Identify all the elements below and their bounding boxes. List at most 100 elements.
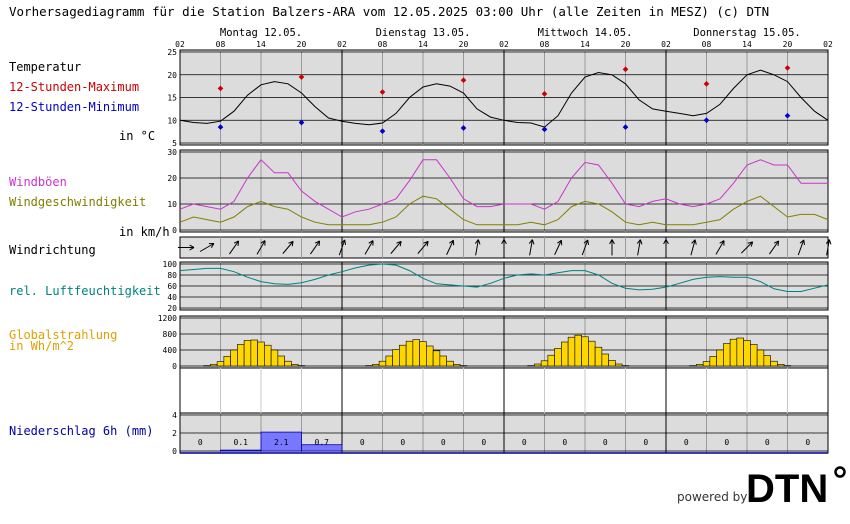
max-marker	[460, 77, 467, 84]
powered-by-text: powered by	[677, 490, 748, 504]
y-tick-label: 400	[163, 346, 178, 355]
wind-arrow	[501, 239, 507, 256]
y-tick-label: 80	[167, 271, 177, 280]
radiation-bar	[230, 349, 238, 367]
min-marker	[379, 128, 386, 134]
min-marker	[703, 117, 710, 124]
label-temperatur: Temperatur	[9, 60, 82, 74]
wind-arrow	[199, 243, 215, 252]
day-label: Montag 12.05.	[220, 27, 302, 39]
max-marker	[784, 65, 791, 71]
radiation-bar	[392, 349, 400, 367]
day-label: Dienstag 13.05.	[376, 27, 471, 39]
radiation-bar	[561, 341, 569, 367]
wind-speed-line	[179, 195, 829, 226]
radiation-bar	[432, 350, 441, 367]
humidity-line	[179, 263, 829, 292]
wind-arrow	[690, 239, 697, 256]
y-tick-label: 40	[167, 293, 177, 302]
radiation-bar	[709, 356, 717, 367]
radiation-bar	[385, 355, 393, 367]
y-tick-label: 10	[167, 116, 177, 125]
y-tick-label: 60	[167, 282, 177, 291]
precip-value-label: 2.1	[274, 438, 289, 447]
hour-tick-label: 20	[621, 40, 631, 49]
precip-value-label: 0.1	[234, 438, 249, 447]
radiation-bar	[264, 344, 272, 367]
dtn-logo-text: DTN	[746, 467, 828, 506]
radiation-bar	[405, 340, 414, 367]
radiation-bar	[399, 344, 407, 367]
radiation-bar	[372, 364, 380, 367]
wind-arrow	[338, 239, 346, 256]
radiation-bar	[723, 343, 731, 367]
precip-value-label: 0	[724, 438, 729, 447]
radiation-bar	[574, 334, 582, 367]
precip-bar	[301, 444, 343, 452]
precip-value-label: 0	[603, 438, 608, 447]
hour-tick-label: 02	[175, 40, 185, 49]
radiation-bar	[257, 341, 265, 367]
precip-bar	[220, 449, 262, 452]
hour-tick-label: 08	[378, 40, 388, 49]
y-tick-label: 20	[167, 304, 177, 313]
radiation-bar	[446, 360, 454, 367]
dtn-logo: DTN	[746, 464, 846, 511]
label-windboen: Windböen	[9, 175, 67, 189]
radiation-bar	[291, 364, 299, 367]
radiation-bar	[615, 363, 623, 367]
radiation-bar	[736, 337, 744, 367]
precip-value-label: 0	[522, 438, 527, 447]
min-marker	[217, 124, 224, 130]
wind-arrow	[715, 240, 725, 255]
radiation-bar	[243, 340, 252, 367]
max-marker	[379, 89, 386, 95]
radiation-bar	[412, 339, 420, 367]
radiation-bar	[210, 364, 218, 367]
wind-arrow	[609, 239, 615, 256]
y-tick-label: 0	[172, 362, 177, 371]
radiation-bar	[729, 338, 738, 367]
hour-tick-label: 08	[216, 40, 226, 49]
hour-tick-label: 02	[823, 40, 833, 49]
hour-tick-label: 20	[297, 40, 307, 49]
y-tick-label: 25	[167, 48, 177, 57]
wind-arrow	[229, 240, 240, 255]
y-tick-label: 20	[167, 174, 177, 183]
wind-arrow	[740, 241, 754, 254]
precip-value-label: 0.7	[315, 438, 330, 447]
y-tick-label: 800	[163, 330, 178, 339]
y-tick-label: 10	[167, 200, 177, 209]
min-marker	[784, 112, 791, 119]
wind-arrow	[364, 240, 374, 255]
precip-bar	[260, 431, 302, 452]
radiation-bar	[696, 364, 704, 367]
radiation-bar	[601, 353, 609, 367]
y-tick-label: 4	[172, 411, 177, 420]
radiation-bar	[250, 339, 258, 367]
radiation-bar	[216, 361, 225, 367]
wind-arrow	[825, 239, 832, 256]
label-temp-unit: in °C	[119, 129, 156, 143]
wind-arrow	[581, 239, 589, 256]
precip-value-label: 0	[684, 438, 689, 447]
radiation-bar	[716, 349, 724, 367]
y-tick-label: 15	[167, 94, 177, 103]
precip-value-label: 0	[360, 438, 365, 447]
radiation-bar	[284, 360, 292, 367]
radiation-bar	[419, 341, 427, 367]
wind-arrow	[769, 240, 780, 255]
radiation-bar	[743, 340, 751, 367]
y-tick-label: 2	[172, 429, 177, 438]
hour-tick-label: 02	[499, 40, 509, 49]
hour-tick-label: 14	[742, 40, 752, 49]
radiation-bar	[534, 363, 542, 367]
wind-arrow	[663, 239, 669, 256]
wind-arrow	[282, 240, 294, 254]
radiation-bar	[237, 344, 245, 367]
hour-tick-label: 14	[256, 40, 266, 49]
hour-tick-label: 08	[702, 40, 712, 49]
page-title: Vorhersagediagramm für die Station Balze…	[9, 4, 770, 19]
radiation-bar	[453, 364, 461, 367]
